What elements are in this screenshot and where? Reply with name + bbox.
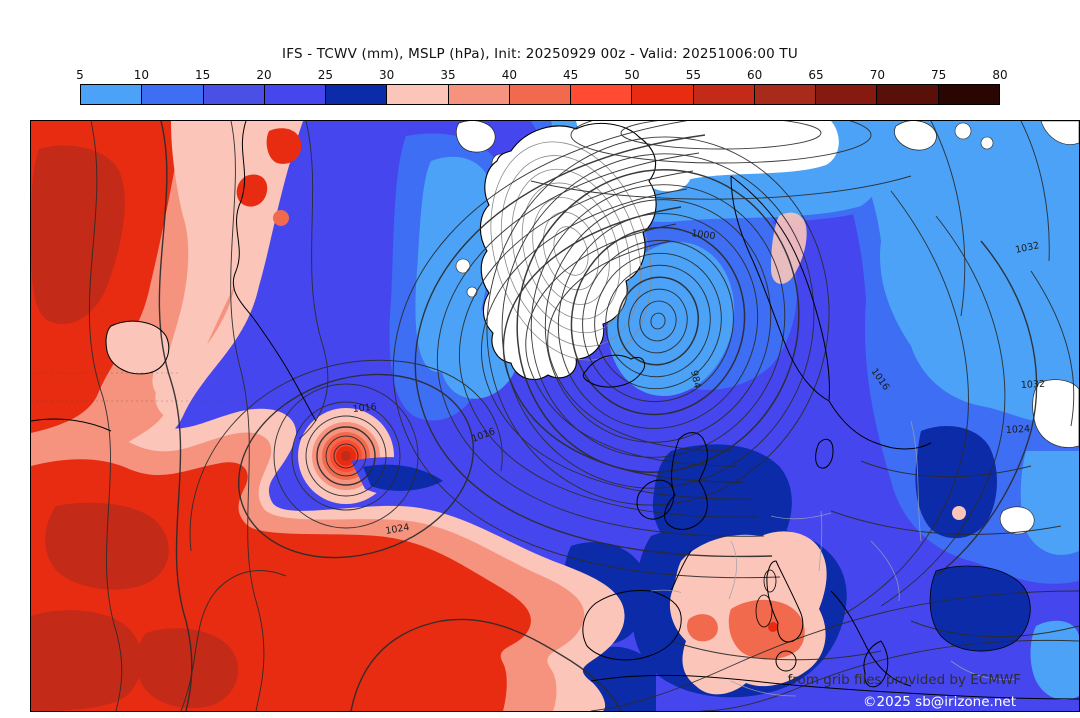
coastline-layer bbox=[31, 121, 1079, 700]
isobar-label: 1000 bbox=[691, 228, 716, 242]
colorbar-segment bbox=[508, 85, 571, 104]
page-title: IFS - TCWV (mm), MSLP (hPa), Init: 20250… bbox=[282, 46, 798, 62]
colorbar-tick-label: 35 bbox=[440, 68, 456, 82]
colorbar-segment bbox=[325, 85, 387, 104]
greenland-terrain-contours bbox=[490, 141, 652, 361]
colorbar-tick-label: 15 bbox=[195, 68, 211, 82]
colorbar-segment bbox=[81, 85, 142, 104]
credit-copyright: ©2025 sb@irizone.net bbox=[863, 694, 1016, 710]
graticule bbox=[31, 372, 246, 402]
colorbar-segment bbox=[202, 85, 264, 104]
isobar-label: 1024 bbox=[1006, 424, 1031, 436]
colorbar-legend: 5 10 15 20 25 30 35 40 45 50 55 60 65 70 75 80 bbox=[76, 68, 1008, 105]
isobar-layer bbox=[88, 121, 1079, 711]
colorbar-tick-label: 10 bbox=[133, 68, 149, 82]
colorbar-bar bbox=[80, 84, 1000, 105]
colorbar-segment bbox=[141, 85, 203, 104]
colorbar-tick-label: 20 bbox=[256, 68, 272, 82]
border-layer bbox=[650, 420, 1017, 697]
credit-ecmwf: from grib files provided by ECMWF bbox=[788, 672, 1021, 688]
colorbar-tick-label: 25 bbox=[317, 68, 333, 82]
colorbar-segment bbox=[447, 85, 509, 104]
colorbar-tick-row: 5 10 15 20 25 30 35 40 45 50 55 60 65 70 75 80 bbox=[76, 68, 1007, 84]
colorbar-tick-label: 40 bbox=[501, 68, 517, 82]
isobar-labels: 1016 1024 1016 1024 1032 1032 1000 984 1… bbox=[352, 228, 1045, 537]
colorbar-segment bbox=[815, 85, 877, 104]
colorbar-tick-label: 45 bbox=[563, 68, 579, 82]
colorbar-tick-label: 50 bbox=[624, 68, 640, 82]
colorbar-segment bbox=[876, 85, 938, 104]
isobar-label: 1024 bbox=[385, 522, 411, 537]
colorbar-tick-label: 65 bbox=[808, 68, 824, 82]
colorbar-tick-label: 30 bbox=[379, 68, 395, 82]
colorbar-segment bbox=[753, 85, 816, 104]
isobar-label: 1032 bbox=[1014, 240, 1040, 256]
colorbar-tick-label: 80 bbox=[992, 68, 1008, 82]
tcwv-field-layer bbox=[31, 121, 1079, 711]
colorbar-segment bbox=[631, 85, 693, 104]
colorbar-segment bbox=[386, 85, 448, 104]
colorbar-segment bbox=[570, 85, 632, 104]
colorbar-tick-label: 60 bbox=[747, 68, 763, 82]
colorbar-tick-label: 75 bbox=[931, 68, 947, 82]
isobar-label: 984 bbox=[688, 369, 703, 389]
colorbar-tick-label: 55 bbox=[685, 68, 701, 82]
colorbar-segment bbox=[692, 85, 754, 104]
map-canvas: 1016 1024 1016 1024 1032 1032 1000 984 1… bbox=[30, 120, 1080, 712]
colorbar-tick-label: 5 bbox=[76, 68, 84, 82]
weather-map-svg: 1016 1024 1016 1024 1032 1032 1000 984 1… bbox=[31, 121, 1079, 711]
isobar-label: 1016 bbox=[352, 402, 377, 415]
colorbar-tick-label: 70 bbox=[869, 68, 885, 82]
colorbar-segment bbox=[263, 85, 326, 104]
isobar-label: 1032 bbox=[1021, 379, 1046, 391]
colorbar-segment bbox=[937, 85, 999, 104]
